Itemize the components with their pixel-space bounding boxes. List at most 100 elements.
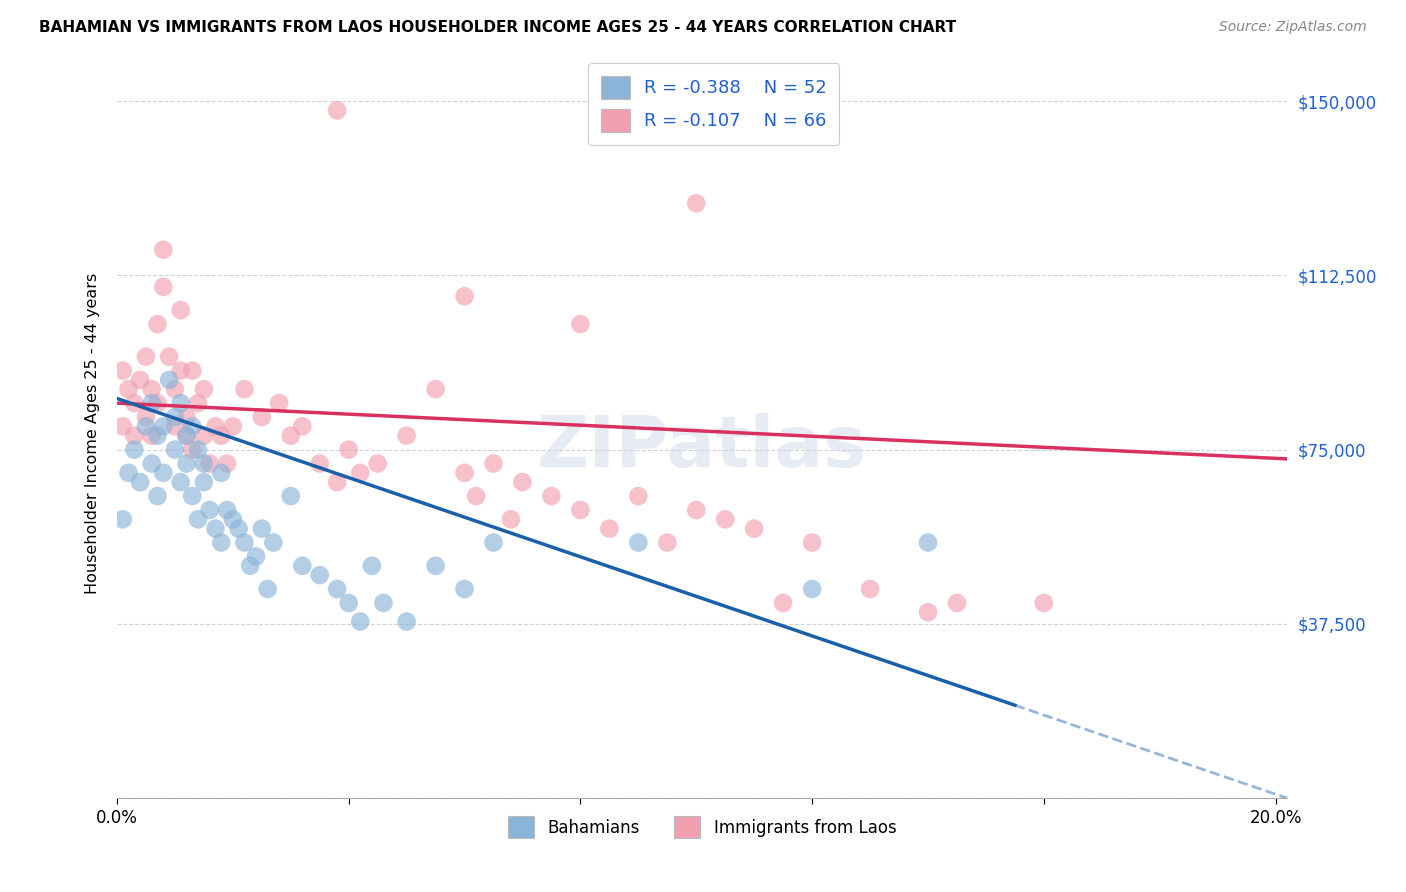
Point	[193, 382, 215, 396]
Point	[917, 535, 939, 549]
Point	[163, 410, 186, 425]
Point	[685, 503, 707, 517]
Point	[117, 382, 139, 396]
Point	[395, 428, 418, 442]
Point	[453, 582, 475, 596]
Legend: Bahamians, Immigrants from Laos: Bahamians, Immigrants from Laos	[501, 810, 903, 845]
Point	[291, 558, 314, 573]
Point	[193, 475, 215, 490]
Point	[170, 363, 193, 377]
Point	[129, 373, 152, 387]
Point	[233, 535, 256, 549]
Point	[187, 442, 209, 457]
Y-axis label: Householder Income Ages 25 - 44 years: Householder Income Ages 25 - 44 years	[86, 273, 100, 594]
Point	[141, 457, 163, 471]
Point	[198, 503, 221, 517]
Point	[772, 596, 794, 610]
Point	[946, 596, 969, 610]
Point	[170, 396, 193, 410]
Point	[146, 489, 169, 503]
Point	[627, 489, 650, 503]
Point	[157, 350, 180, 364]
Point	[129, 475, 152, 490]
Point	[204, 522, 226, 536]
Point	[111, 512, 134, 526]
Point	[222, 512, 245, 526]
Point	[326, 103, 349, 118]
Point	[453, 289, 475, 303]
Point	[152, 419, 174, 434]
Point	[193, 457, 215, 471]
Point	[627, 535, 650, 549]
Point	[187, 512, 209, 526]
Point	[291, 419, 314, 434]
Point	[482, 457, 505, 471]
Point	[209, 428, 232, 442]
Point	[152, 243, 174, 257]
Point	[569, 503, 592, 517]
Point	[337, 596, 360, 610]
Point	[262, 535, 284, 549]
Point	[146, 396, 169, 410]
Point	[181, 442, 204, 457]
Point	[135, 350, 157, 364]
Point	[250, 522, 273, 536]
Point	[308, 568, 330, 582]
Point	[280, 428, 302, 442]
Point	[233, 382, 256, 396]
Point	[349, 615, 371, 629]
Point	[801, 535, 824, 549]
Point	[742, 522, 765, 536]
Point	[859, 582, 882, 596]
Point	[337, 442, 360, 457]
Point	[170, 475, 193, 490]
Point	[801, 582, 824, 596]
Point	[1032, 596, 1054, 610]
Point	[176, 457, 198, 471]
Point	[569, 317, 592, 331]
Point	[141, 382, 163, 396]
Point	[453, 466, 475, 480]
Point	[124, 396, 146, 410]
Text: BAHAMIAN VS IMMIGRANTS FROM LAOS HOUSEHOLDER INCOME AGES 25 - 44 YEARS CORRELATI: BAHAMIAN VS IMMIGRANTS FROM LAOS HOUSEHO…	[39, 20, 956, 35]
Point	[181, 363, 204, 377]
Point	[228, 522, 250, 536]
Point	[308, 457, 330, 471]
Point	[685, 196, 707, 211]
Point	[465, 489, 488, 503]
Point	[152, 280, 174, 294]
Point	[326, 582, 349, 596]
Point	[146, 317, 169, 331]
Point	[239, 558, 262, 573]
Point	[163, 419, 186, 434]
Point	[181, 489, 204, 503]
Point	[222, 419, 245, 434]
Point	[499, 512, 522, 526]
Point	[124, 428, 146, 442]
Point	[512, 475, 534, 490]
Point	[360, 558, 382, 573]
Point	[170, 303, 193, 318]
Point	[198, 457, 221, 471]
Point	[204, 419, 226, 434]
Point	[215, 457, 238, 471]
Point	[141, 428, 163, 442]
Point	[395, 615, 418, 629]
Point	[540, 489, 562, 503]
Point	[367, 457, 389, 471]
Point	[181, 419, 204, 434]
Point	[157, 373, 180, 387]
Point	[245, 549, 267, 564]
Point	[280, 489, 302, 503]
Point	[209, 466, 232, 480]
Point	[111, 363, 134, 377]
Point	[124, 442, 146, 457]
Point	[425, 382, 447, 396]
Point	[111, 419, 134, 434]
Point	[193, 428, 215, 442]
Point	[135, 410, 157, 425]
Point	[349, 466, 371, 480]
Point	[176, 410, 198, 425]
Point	[250, 410, 273, 425]
Point	[176, 428, 198, 442]
